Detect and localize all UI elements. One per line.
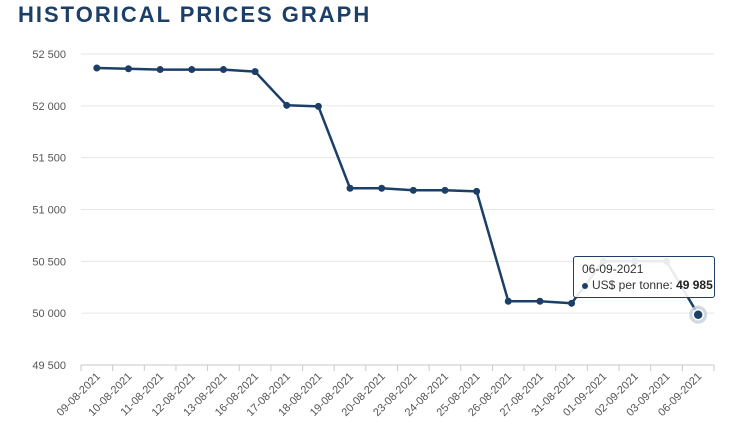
y-tick-label: 52 500 [32,49,66,61]
tooltip-value: 49 985 [676,278,713,292]
data-point[interactable] [251,68,259,76]
y-tick-label: 52 000 [32,101,66,113]
tooltip-row: US$ per tonne: 49 985 [582,277,713,294]
data-point[interactable] [156,66,164,74]
data-tooltip: 06-09-2021 US$ per tonne: 49 985 [573,256,715,298]
data-point[interactable] [441,186,449,194]
y-tick-label: 50 000 [32,308,66,320]
data-point[interactable] [283,101,291,109]
data-point[interactable] [504,297,512,305]
data-point[interactable] [188,66,196,74]
data-point[interactable] [93,64,101,72]
data-point[interactable] [346,184,354,192]
tooltip-series-label: US$ per tonne: [592,278,673,292]
series-marker-icon [582,282,588,289]
data-point[interactable] [124,65,132,73]
y-tick-label: 51 000 [32,205,66,217]
data-point[interactable] [473,187,481,195]
data-point[interactable] [568,299,576,307]
y-tick-label: 51 500 [32,153,66,165]
y-tick-label: 50 500 [32,256,66,268]
tooltip-date: 06-09-2021 [582,262,644,276]
page-title: HISTORICAL PRICES GRAPH [18,2,372,27]
y-tick-label: 49 500 [32,360,66,372]
data-point[interactable] [314,102,322,110]
data-point[interactable] [692,308,704,321]
data-point[interactable] [219,66,227,74]
data-point[interactable] [378,184,386,192]
data-point[interactable] [536,297,544,305]
data-point[interactable] [409,186,417,194]
